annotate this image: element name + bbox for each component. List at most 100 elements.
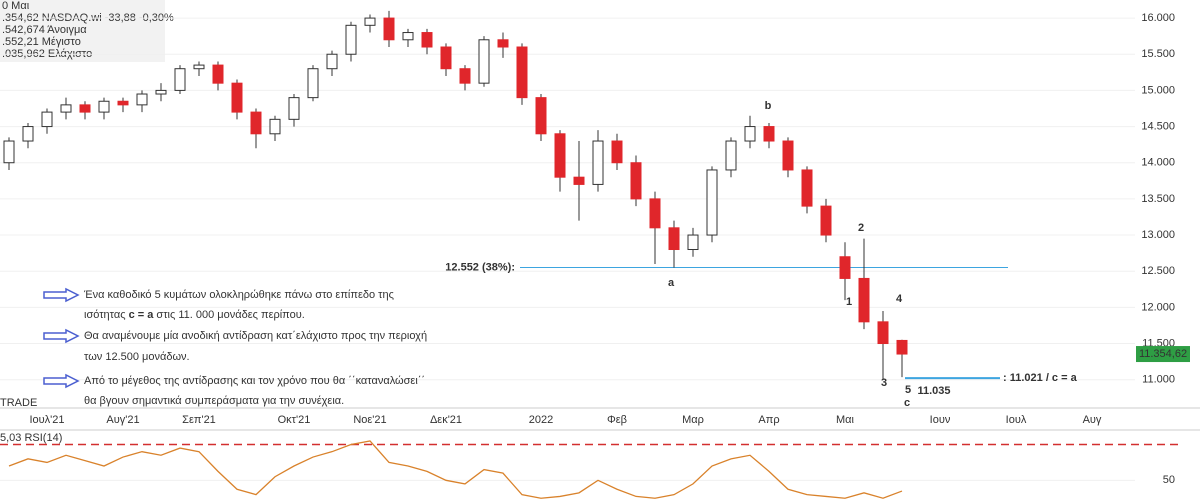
candle-body <box>155 89 167 95</box>
candle-body <box>41 111 53 128</box>
candle-body <box>326 53 338 70</box>
info-line: 0 Μαι <box>2 0 30 12</box>
candle-body <box>402 32 414 41</box>
x-tick-label: Μαι <box>836 414 855 426</box>
candle-body <box>630 162 642 200</box>
candle-body <box>174 68 186 91</box>
note-text: ισότητας <box>84 309 129 321</box>
candle-body <box>231 82 243 113</box>
note-line: των 12.500 μονάδων. <box>84 351 190 363</box>
x-tick-label: Σεπ'21 <box>182 414 216 426</box>
candle-body <box>896 339 908 355</box>
wave-label: b <box>765 100 772 112</box>
candle-body <box>269 118 281 135</box>
candle-body <box>364 17 376 26</box>
x-tick-label: Ιουν <box>930 414 951 426</box>
candle-body <box>307 68 319 99</box>
rsi-label: 5,03 RSI(14) <box>0 432 62 444</box>
x-tick-label: Μαρ <box>682 414 704 426</box>
note-line: Θα αναμένουμε μία ανοδική αντίδραση κατ΄… <box>84 330 427 342</box>
candle-body <box>725 140 737 171</box>
candle-body <box>649 198 661 229</box>
candle-body <box>535 97 547 135</box>
candle-body <box>801 169 813 207</box>
note-text: c = a <box>129 309 155 321</box>
arrow-icon <box>43 328 80 344</box>
candle-body <box>79 104 91 113</box>
y-tick-label: 12.500 <box>1141 265 1175 277</box>
wave-label: 3 <box>881 377 887 389</box>
x-tick-label: Δεκ'21 <box>430 414 462 426</box>
y-tick-label: 12.000 <box>1141 301 1175 313</box>
y-tick-label: 15.500 <box>1141 48 1175 60</box>
candle-body <box>193 64 205 70</box>
x-tick-label: Απρ <box>758 414 779 426</box>
candle-body <box>421 32 433 48</box>
rsi-line <box>8 440 903 499</box>
note-line: θα βγουν σημαντικά συμπεράσματα για την … <box>84 395 344 407</box>
candle-body <box>98 100 110 113</box>
x-tick-label: Αυγ'21 <box>106 414 139 426</box>
candle-body <box>117 100 129 106</box>
note-line: Από το μέγεθος της αντίδρασης και τον χρ… <box>84 375 425 387</box>
note-line: ισότητας c = a στις 11. 000 μονάδες περί… <box>84 309 305 321</box>
candle-body <box>212 64 224 84</box>
wave-label: 1 <box>846 296 852 308</box>
note-text: Θα αναμένουμε μία ανοδική αντίδραση κατ΄… <box>84 330 427 342</box>
candle-body <box>611 140 623 164</box>
candle-body <box>478 39 490 84</box>
candle-body <box>687 234 699 251</box>
candle-body <box>345 24 357 55</box>
note-text: των 12.500 μονάδων. <box>84 351 190 363</box>
candle-body <box>877 321 889 345</box>
note-text: Ένα καθοδικό 5 κυμάτων ολοκληρώθηκε πάνω… <box>83 289 394 301</box>
candle-body <box>668 227 680 251</box>
y-tick-label: 11.000 <box>1142 374 1175 386</box>
candle-body <box>744 126 756 142</box>
candle-body <box>250 111 262 135</box>
y-tick-label: 13.500 <box>1141 193 1175 205</box>
wave-label: a <box>668 277 675 289</box>
candle-body <box>554 133 566 178</box>
wave-label: 11.035 <box>917 385 950 397</box>
note-line: Ένα καθοδικό 5 κυμάτων ολοκληρώθηκε πάνω… <box>83 289 394 301</box>
candle-body <box>573 176 585 185</box>
arrow-icon <box>43 287 80 303</box>
candle-body <box>136 93 148 106</box>
candle-body <box>516 46 528 99</box>
rsi-tick-label: 50 <box>1163 474 1175 486</box>
candle-body <box>440 46 452 70</box>
x-tick-label: Αυγ <box>1083 414 1102 426</box>
wave-label: 5 <box>905 384 911 396</box>
note-text: Από το μέγεθος της αντίδρασης και τον χρ… <box>84 375 425 387</box>
note-text: στις 11. 000 μονάδες περίπου. <box>153 309 304 321</box>
y-tick-label: 15.000 <box>1141 84 1175 96</box>
candle-body <box>22 126 34 142</box>
info-line: .542,674 Άνοιγμα <box>2 24 87 36</box>
candle-body <box>706 169 718 236</box>
arrow-icon <box>43 373 80 389</box>
y-tick-label: 16.000 <box>1141 12 1175 24</box>
candle-body <box>592 140 604 185</box>
candle-body <box>782 140 794 171</box>
watermark: TRADE <box>0 397 37 409</box>
candle-body <box>383 17 395 41</box>
last-price-box <box>1136 346 1190 363</box>
x-tick-label: 2022 <box>529 414 553 426</box>
wave-label: 2 <box>858 222 864 234</box>
y-tick-label: 13.000 <box>1141 229 1175 241</box>
level-label: : 11.021 / c = a <box>1003 372 1078 384</box>
x-tick-label: Νοε'21 <box>353 414 386 426</box>
y-tick-label: 14.000 <box>1141 157 1175 169</box>
candle-body <box>288 97 300 120</box>
last-price-label: 11.354,62 <box>1139 348 1187 360</box>
x-tick-label: Ιουλ <box>1006 414 1027 426</box>
candle-body <box>763 126 775 142</box>
candle-body <box>858 277 870 323</box>
candle-body <box>459 68 471 84</box>
x-tick-label: Οκτ'21 <box>278 414 311 426</box>
candle-body <box>60 104 72 113</box>
candle-body <box>839 256 851 279</box>
candle-body <box>497 39 509 48</box>
